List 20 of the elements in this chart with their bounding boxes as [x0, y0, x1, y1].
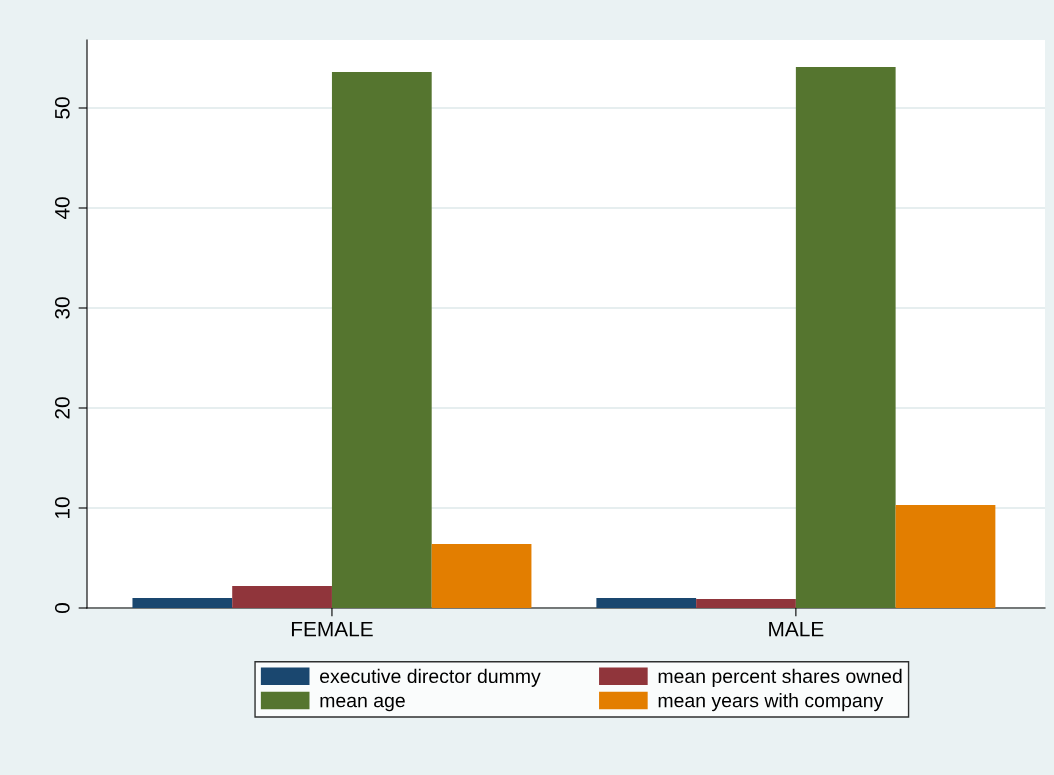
y-tick-label: 30 [54, 297, 70, 319]
bar [331, 72, 432, 608]
bar [895, 505, 996, 608]
y-tick-label: 0 [54, 603, 70, 613]
x-tick-label: FEMALE [291, 621, 373, 637]
bar [596, 598, 697, 608]
bar [795, 67, 896, 608]
legend-label: mean percent shares owned [658, 668, 902, 687]
bar [431, 544, 532, 608]
legend-label: mean age [320, 696, 405, 712]
legend-label: mean years with company [658, 693, 884, 712]
y-tick-label: 50 [54, 97, 70, 119]
bar [132, 598, 233, 608]
bar [696, 599, 796, 608]
bar [232, 586, 332, 608]
y-tick-label: 20 [54, 397, 70, 419]
legend-label: executive director dummy [320, 668, 541, 687]
y-tick-label: 40 [54, 197, 70, 220]
x-tick-label: MALE [769, 621, 824, 637]
y-tick-label: 10 [54, 497, 70, 518]
